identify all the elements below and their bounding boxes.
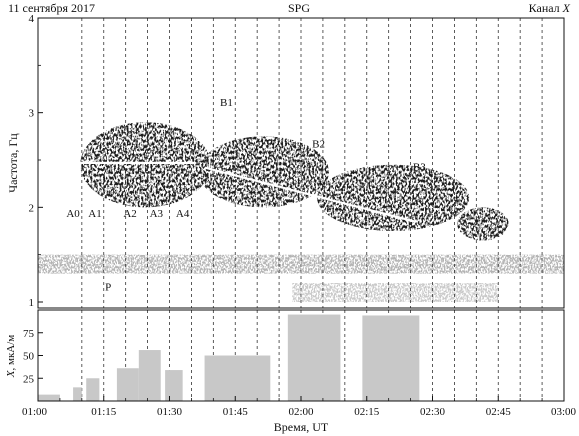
event-label: B3 <box>413 161 426 173</box>
header-station: SPG <box>288 1 310 15</box>
bar-y-tick-label: 50 <box>23 351 35 363</box>
y-tick-label: 1 <box>29 297 35 309</box>
bar <box>204 355 271 401</box>
spectrogram-event-labels: A0 A1 A2 A3 A4 B1 B2 B3 P <box>66 97 426 294</box>
bar <box>38 394 60 401</box>
event-label: P <box>105 282 111 294</box>
x-tick-label: 02:00 <box>288 406 314 418</box>
x-tick-label: 01:00 <box>22 406 48 418</box>
bar-y-tick-label: 75 <box>23 328 35 340</box>
x-tick-label: 02:45 <box>486 406 512 418</box>
spectrogram-y-label: Частота, Гц <box>6 133 20 193</box>
bar <box>362 315 420 401</box>
event-label: A3 <box>150 208 164 220</box>
bar <box>138 350 161 401</box>
bar-x-label: Время, UT <box>274 420 329 434</box>
bar-series <box>38 314 420 401</box>
event-label: B1 <box>220 97 233 109</box>
x-tick-label: 02:30 <box>420 406 446 418</box>
header-date: 11 сентября 2017 <box>8 1 95 15</box>
header-channel-var: X <box>562 1 571 15</box>
bar <box>86 378 100 401</box>
x-tick-label: 01:45 <box>223 406 249 418</box>
bar-panel: 25 50 75 01:00 01:15 01:30 01:45 02:00 02:15 02:… <box>5 309 576 434</box>
header-channel: Канал X <box>529 1 571 15</box>
event-label: A2 <box>123 208 136 220</box>
event-label: A1 <box>88 208 101 220</box>
activity-region <box>80 122 211 208</box>
event-label: A0 <box>66 208 80 220</box>
bar <box>116 368 139 401</box>
bar <box>287 314 341 401</box>
bar-y-axis: 25 50 75 <box>23 328 43 385</box>
event-label: B2 <box>312 139 325 151</box>
header-channel-prefix: Канал <box>529 1 563 15</box>
y-tick-label: 2 <box>29 202 35 214</box>
bar <box>73 387 82 401</box>
x-tick-label: 01:15 <box>91 406 117 418</box>
spectrogram-panel: A0 A1 A2 A3 A4 B1 B2 B3 P 1 2 3 4 Частота, Гц <box>6 13 565 309</box>
bar-x-axis: 01:00 01:15 01:30 01:45 02:00 02:15 02:30 02:45… <box>22 396 576 418</box>
event-label: A4 <box>176 208 190 220</box>
x-tick-label: 03:00 <box>551 406 577 418</box>
y-tick-label: 4 <box>29 13 35 25</box>
x-tick-label: 01:30 <box>157 406 183 418</box>
bar-y-label-unit: , мкА/м <box>5 335 17 371</box>
bar-y-label-var: X <box>5 369 17 378</box>
bar <box>165 370 183 401</box>
activity-region <box>457 207 509 241</box>
x-tick-label: 02:15 <box>354 406 380 418</box>
spectrogram-frame <box>37 17 565 309</box>
bar-y-tick-label: 25 <box>23 373 35 385</box>
fit-line <box>204 166 416 223</box>
bar-y-label: X, мкА/м <box>5 335 17 379</box>
activity-region <box>198 136 329 208</box>
background-band <box>292 283 499 302</box>
activity-region <box>316 164 470 231</box>
spectrogram-fit-lines <box>73 161 416 223</box>
spectrogram-activity <box>38 122 564 302</box>
spectrogram-y-axis: 1 2 3 4 <box>29 13 43 309</box>
y-tick-label: 3 <box>29 108 35 120</box>
